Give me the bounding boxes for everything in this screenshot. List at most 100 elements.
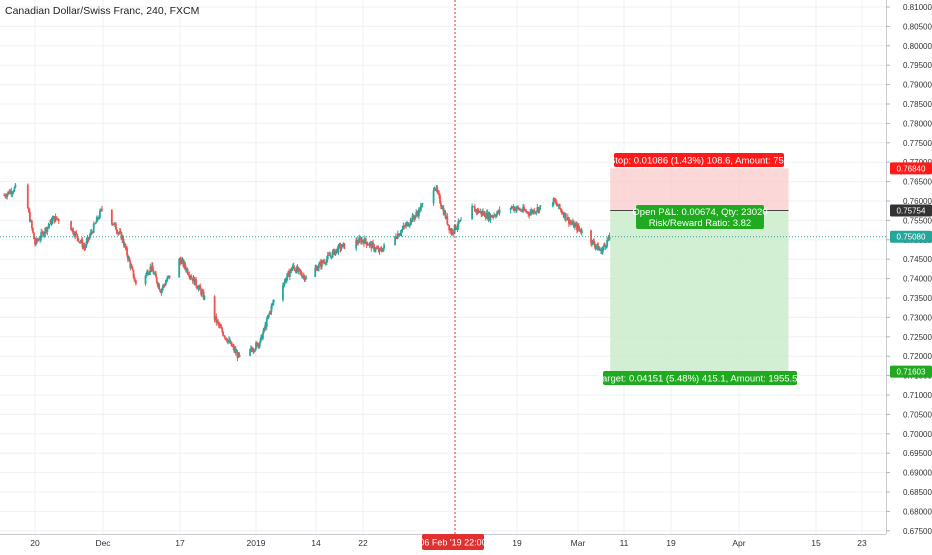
x-tick-label: 20 <box>30 538 40 548</box>
candle <box>199 283 202 290</box>
candle <box>315 264 317 271</box>
candle <box>481 209 484 217</box>
candle <box>46 226 49 236</box>
candle <box>5 193 8 199</box>
candle <box>559 208 562 213</box>
candle <box>580 227 583 236</box>
candle <box>572 218 574 226</box>
candle <box>317 265 319 272</box>
candle <box>79 240 82 244</box>
candle <box>178 257 181 278</box>
stop-zone[interactable] <box>610 168 789 211</box>
candle <box>373 243 375 252</box>
open-pnl-label[interactable]: Open P&L: 0.00674, Qty: 23020 Risk/Rewar… <box>632 205 768 229</box>
x-tick-label: 17 <box>175 538 185 548</box>
candle <box>471 203 473 220</box>
price-tag-label: 0.75080 <box>897 233 926 242</box>
candle <box>134 277 136 281</box>
candle <box>418 207 421 214</box>
candle <box>45 226 48 234</box>
candle <box>448 224 451 234</box>
candle <box>323 259 326 265</box>
candle <box>495 214 497 219</box>
candle <box>27 207 30 213</box>
candle <box>497 209 500 215</box>
candle <box>217 321 220 329</box>
time-axis[interactable]: 20 Dec 17 2019 14 22 19 Mar 11 19 Apr 15 23 <box>30 538 867 548</box>
candle <box>72 226 75 236</box>
candle <box>451 227 453 237</box>
candle <box>475 208 478 216</box>
candle <box>42 231 45 238</box>
y-tick-label: 0.70500 <box>903 410 932 419</box>
candle <box>52 215 55 219</box>
price-tag-label: 0.71603 <box>897 368 926 377</box>
candle <box>84 244 87 251</box>
candle <box>219 323 222 328</box>
candle <box>343 243 346 250</box>
candle <box>526 210 529 214</box>
candle <box>411 213 414 223</box>
candle <box>408 223 411 229</box>
candle <box>335 248 338 255</box>
candle <box>47 222 50 230</box>
candle <box>455 228 458 231</box>
candle <box>227 340 230 345</box>
candle <box>509 207 512 214</box>
x-tick-label: 19 <box>512 538 522 548</box>
candle <box>368 242 371 248</box>
target-zone[interactable] <box>610 210 789 372</box>
candle <box>447 224 450 226</box>
candle <box>377 245 380 253</box>
candles <box>3 183 612 362</box>
candle <box>51 215 54 225</box>
candle <box>414 215 417 221</box>
candle <box>166 275 169 282</box>
candle <box>564 213 567 223</box>
price-axis[interactable]: 0.81000 0.80500 0.80000 0.79500 0.79000 0.785… <box>886 3 932 536</box>
candle <box>397 233 400 237</box>
candle <box>409 217 412 226</box>
candle <box>454 224 457 231</box>
candle <box>87 237 90 243</box>
candle <box>37 238 39 242</box>
candle <box>563 212 566 221</box>
x-tick-label: 23 <box>857 538 867 548</box>
candle <box>477 208 480 214</box>
x-tick-label: 15 <box>811 538 821 548</box>
candle <box>145 272 148 278</box>
candle <box>552 197 555 207</box>
candle <box>416 210 418 217</box>
candle <box>401 225 404 233</box>
y-tick-label: 0.67500 <box>903 527 932 536</box>
candle <box>93 223 96 225</box>
candle <box>562 211 565 219</box>
candle <box>144 274 147 286</box>
candle <box>571 220 573 225</box>
candle <box>527 211 530 217</box>
y-tick-label: 0.74500 <box>903 255 932 264</box>
candle <box>134 279 137 286</box>
candle <box>50 217 53 227</box>
candle <box>314 264 317 278</box>
target-label[interactable]: Target: 0.04151 (5.48%) 415.1, Amount: 1… <box>597 371 803 385</box>
candle <box>147 269 149 277</box>
candle <box>363 235 366 245</box>
x-tick-label: Dec <box>95 538 111 548</box>
candle <box>398 233 401 236</box>
candle <box>410 218 413 225</box>
candle <box>531 208 534 215</box>
candle <box>255 340 257 351</box>
candle <box>399 230 402 237</box>
stop-label[interactable]: Stop: 0.01086 (1.43%) 108.6, Amount: 750 <box>609 153 789 167</box>
x-tick-label: 14 <box>311 538 321 548</box>
y-tick-label: 0.69500 <box>903 449 932 458</box>
candle <box>524 208 527 212</box>
x-tick-label: Mar <box>571 538 586 548</box>
candle <box>82 242 85 250</box>
candle <box>367 244 370 246</box>
candle <box>432 187 435 206</box>
price-tag-label: 0.75754 <box>897 207 926 216</box>
